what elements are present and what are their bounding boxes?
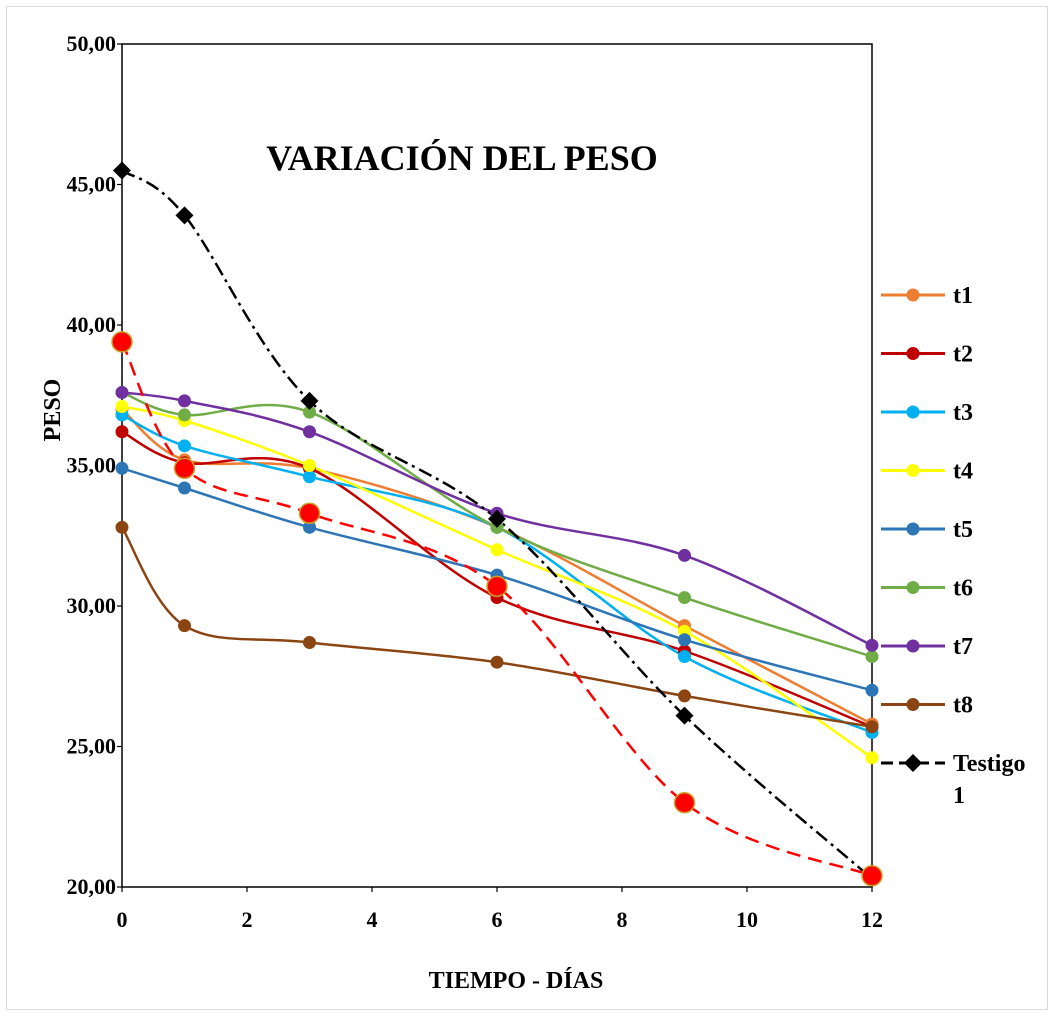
series-line xyxy=(121,169,873,880)
data-point xyxy=(111,331,133,353)
legend-marker xyxy=(906,522,920,536)
legend-label: t2 xyxy=(953,342,973,368)
x-tick-label: 2 xyxy=(242,907,253,932)
data-point xyxy=(303,470,316,484)
data-point xyxy=(678,548,691,562)
data-point xyxy=(865,751,879,765)
legend-label: t6 xyxy=(953,576,973,602)
data-point xyxy=(173,457,196,480)
data-point xyxy=(298,502,321,525)
legend-label: t7 xyxy=(953,634,973,660)
data-point xyxy=(115,399,129,413)
legend-marker xyxy=(906,288,920,302)
data-point xyxy=(678,650,691,664)
data-point xyxy=(673,791,696,814)
series-line xyxy=(120,341,873,877)
data-point xyxy=(303,459,316,472)
data-point xyxy=(303,636,316,650)
data-point xyxy=(303,520,316,534)
y-tick-label: 40,00 xyxy=(67,312,117,337)
legend-marker xyxy=(906,698,920,711)
data-point xyxy=(675,706,694,725)
data-point xyxy=(113,161,131,180)
series-line xyxy=(121,413,873,734)
x-tick-label: 12 xyxy=(861,907,883,932)
data-point xyxy=(115,461,129,475)
data-point xyxy=(300,391,319,410)
legend-marker xyxy=(906,464,920,477)
series-line xyxy=(120,526,873,729)
data-point xyxy=(865,638,879,652)
series-line xyxy=(121,408,873,726)
data-point xyxy=(303,405,316,419)
x-tick-label: 4 xyxy=(367,907,378,932)
x-axis-title: TIEMPO - DÍAS xyxy=(429,968,604,994)
legend-marker xyxy=(904,754,922,772)
chart-frame xyxy=(6,6,1048,1010)
data-point xyxy=(678,633,691,647)
legend-label: t8 xyxy=(953,693,973,719)
y-tick-label: 20,00 xyxy=(67,874,117,899)
data-point xyxy=(178,394,191,408)
data-point xyxy=(303,425,316,439)
data-point xyxy=(865,683,879,697)
data-point xyxy=(861,865,883,887)
chart-title: VARIACIÓN DEL PESO xyxy=(266,138,657,178)
data-point xyxy=(178,439,191,453)
data-point xyxy=(486,575,508,598)
series-line xyxy=(121,405,873,759)
y-tick-label: 50,00 xyxy=(67,31,117,56)
y-axis-title: PESO xyxy=(40,379,66,442)
y-tick-label: 30,00 xyxy=(67,593,117,618)
y-tick-label: 35,00 xyxy=(67,453,117,478)
legend-label: t4 xyxy=(953,459,973,485)
data-point xyxy=(178,481,191,495)
data-point xyxy=(488,509,506,528)
data-point xyxy=(175,206,194,225)
legend-marker xyxy=(906,347,920,360)
data-point xyxy=(865,720,879,734)
data-point xyxy=(865,650,879,664)
data-point xyxy=(678,689,691,703)
x-tick-label: 8 xyxy=(617,907,628,932)
y-tick-label: 25,00 xyxy=(67,734,117,759)
x-tick-label: 10 xyxy=(736,907,758,932)
data-point xyxy=(115,385,129,399)
data-point xyxy=(178,408,191,422)
x-tick-label: 6 xyxy=(492,907,503,932)
data-point xyxy=(490,543,504,557)
legend-label: t5 xyxy=(953,517,973,543)
legend-label: Testigo 1 xyxy=(953,751,1025,809)
x-tick-label: 0 xyxy=(117,907,128,932)
data-point xyxy=(115,520,129,534)
data-point xyxy=(490,655,504,669)
series-line xyxy=(121,391,873,647)
y-tick-label: 45,00 xyxy=(67,172,117,197)
legend-label: t1 xyxy=(953,283,973,309)
data-point xyxy=(678,591,691,605)
legend-marker xyxy=(906,581,920,594)
legend-label: t3 xyxy=(953,400,973,426)
data-point xyxy=(115,425,129,439)
legend-marker xyxy=(906,639,920,653)
data-point xyxy=(178,619,191,633)
legend-marker xyxy=(906,405,920,419)
